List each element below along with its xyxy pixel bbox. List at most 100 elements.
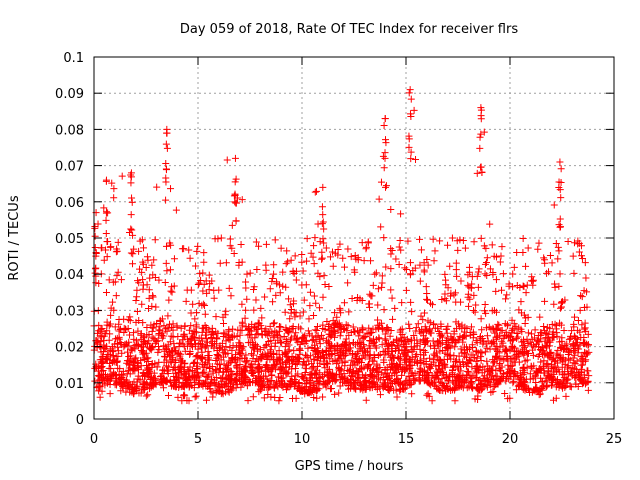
data-point [269,298,277,306]
data-point [368,337,376,345]
data-point [351,361,359,369]
data-point [574,326,582,334]
data-point [223,376,231,384]
data-point [345,308,353,316]
data-point [345,385,353,393]
data-point [133,387,141,395]
data-point [244,375,252,383]
data-point [508,316,516,324]
data-point [406,324,414,332]
data-point [366,344,374,352]
data-point [416,277,424,285]
data-point [490,252,498,260]
data-point [242,351,250,359]
data-point [143,253,151,261]
data-point [457,277,465,285]
data-point [185,326,193,334]
x-tick-label: 15 [398,432,415,447]
data-point [443,382,451,390]
data-point [410,376,418,384]
data-point [362,348,370,356]
data-point [231,154,239,162]
data-point [505,333,513,341]
data-point [145,365,153,373]
data-point [118,373,126,381]
data-point [509,283,517,291]
data-point [97,244,105,252]
data-point [261,293,269,301]
data-point [482,244,490,252]
data-point [472,337,480,345]
data-point [239,343,247,351]
data-point [375,334,383,342]
data-point [302,383,310,391]
data-point [412,156,420,164]
data-point [348,294,356,302]
data-point [362,396,370,404]
data-point [216,259,224,267]
data-point [465,263,473,271]
data-point [152,303,160,311]
data-point [478,168,486,176]
data-point [284,368,292,376]
data-point [371,354,379,362]
data-point [321,354,329,362]
data-point [139,385,147,393]
data-point [560,326,568,334]
data-point [311,326,319,334]
data-point [162,196,170,204]
data-point [554,255,562,263]
data-point [243,295,251,303]
data-point [370,357,378,365]
data-point [287,256,295,264]
data-point [349,351,357,359]
data-point [420,309,428,317]
data-point [331,333,339,341]
data-point [364,364,372,372]
data-point [228,356,236,364]
data-point [390,386,398,394]
data-point [222,307,230,315]
data-point [151,377,159,385]
data-point [375,195,383,203]
data-point [323,347,331,355]
data-point [546,373,554,381]
data-point [449,367,457,375]
data-point [126,331,134,339]
data-point [233,362,241,370]
data-point [366,355,374,363]
data-point [574,383,582,391]
data-point [303,257,311,265]
data-point [515,358,523,366]
data-point [554,346,562,354]
data-point [208,342,216,350]
data-point [451,337,459,345]
data-point [195,334,203,342]
data-point [556,158,564,166]
data-point [164,312,172,320]
data-point [406,361,414,369]
data-point [519,249,527,257]
data-point [570,323,578,331]
data-point [430,374,438,382]
data-point [441,374,449,382]
data-point [160,352,168,360]
data-point [400,343,408,351]
data-point [444,241,452,249]
data-point [149,292,157,300]
data-point [350,358,358,366]
data-point [241,372,249,380]
data-point [369,281,377,289]
data-point [365,303,373,311]
data-point [438,295,446,303]
data-point [300,296,308,304]
data-point [536,313,544,321]
data-point [499,270,507,278]
data-point [164,341,172,349]
data-point [543,342,551,350]
data-point [366,352,374,360]
data-point [307,371,315,379]
data-point [247,350,255,358]
data-point [112,248,120,256]
data-point [203,324,211,332]
